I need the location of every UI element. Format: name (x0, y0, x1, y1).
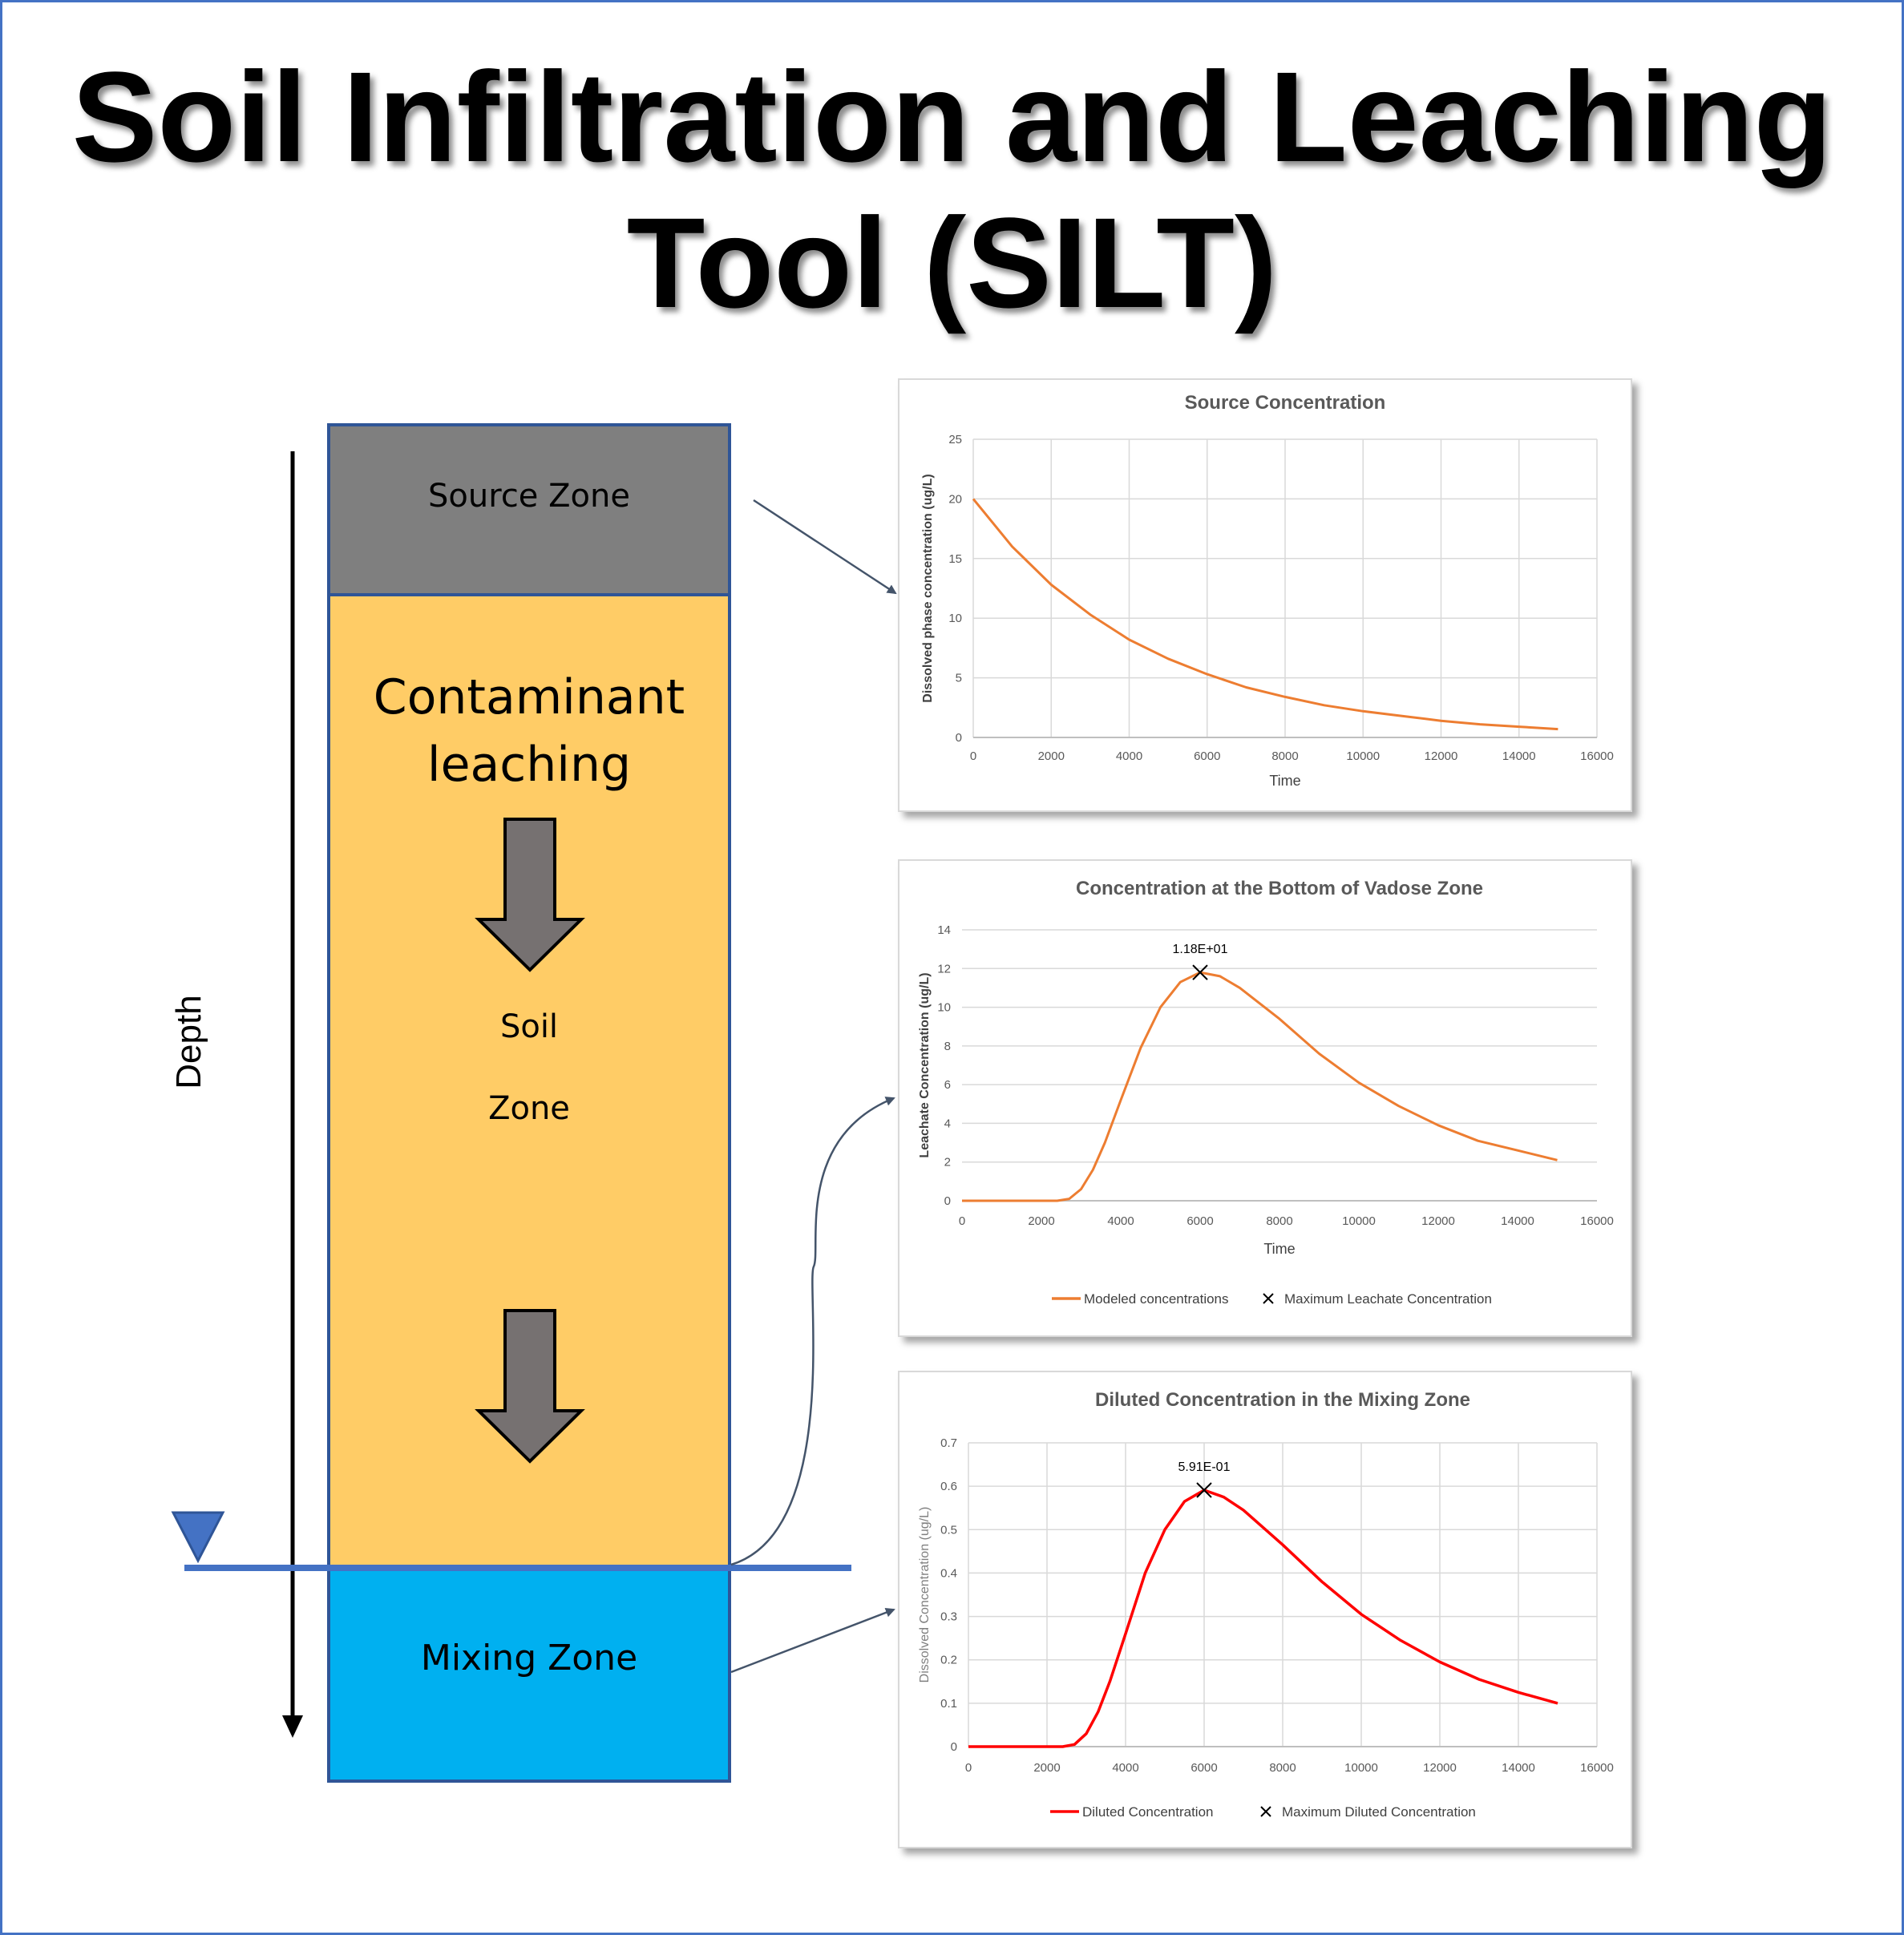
x-tick-label: 14000 (1501, 1214, 1534, 1228)
legend-marker-label: Maximum Diluted Concentration (1282, 1804, 1476, 1820)
series-line (972, 498, 1558, 731)
x-tick-label: 10000 (1344, 1761, 1378, 1775)
y-axis-label: Dissolved Concentration (ug/L) (918, 1507, 932, 1683)
chart-source-concentration: Source Concentration 0 5 10 15 20 25 0 2000 4000 6… (898, 378, 1632, 812)
chart-title: Concentration at the Bottom of Vadose Zo… (1076, 878, 1483, 899)
chart-title: Diluted Concentration in the Mixing Zone (1095, 1389, 1470, 1411)
series-line (968, 1489, 1558, 1748)
water-table-icon (171, 1511, 225, 1564)
chart-vadose-concentration-svg: Concentration at the Bottom of Vadose Zo… (918, 878, 1614, 1307)
source-zone-label: Source Zone (428, 478, 630, 515)
y-tick-label: 0.3 (940, 1610, 957, 1624)
y-tick-label: 0.5 (940, 1523, 957, 1537)
x-tick-label: 14000 (1502, 749, 1536, 763)
legend-marker-swatch (1263, 1293, 1274, 1304)
y-tick-label: 15 (948, 552, 962, 566)
leaching-label-line-1: Contaminant (374, 669, 685, 725)
x-tick-label: 4000 (1112, 1761, 1138, 1775)
y-axis-label: Leachate Concentration (ug/L) (918, 972, 932, 1157)
x-tick-label: 0 (965, 1761, 972, 1775)
x-tick-label: 12000 (1425, 749, 1458, 763)
x-tick-label: 16000 (1580, 1761, 1614, 1775)
chart-mixing-concentration: Diluted Concentration in the Mixing Zone… (898, 1371, 1632, 1848)
y-tick-label: 0.4 (940, 1566, 957, 1580)
x-tick-label: 8000 (1266, 1214, 1292, 1228)
x-tick-label: 6000 (1194, 749, 1220, 763)
y-tick-label: 20 (948, 492, 962, 506)
mixing-zone-label: Mixing Zone (421, 1638, 637, 1678)
x-tick-label: 16000 (1580, 749, 1614, 763)
y-tick-label: 10 (948, 612, 962, 625)
legend-marker-swatch (1260, 1806, 1271, 1817)
legend-series-label: Modeled concentrations (1084, 1291, 1229, 1307)
vadose-to-chart-connector (730, 1097, 895, 1566)
depth-arrowhead-icon (282, 1715, 303, 1738)
max-point-data-label: 5.91E-01 (1178, 1460, 1231, 1474)
legend-marker-label: Maximum Leachate Concentration (1284, 1291, 1492, 1307)
chart-vadose-concentration: Concentration at the Bottom of Vadose Zo… (898, 859, 1632, 1337)
x-tick-label: 16000 (1580, 1214, 1614, 1228)
x-tick-label: 12000 (1423, 1761, 1457, 1775)
y-tick-label: 0 (951, 1740, 957, 1754)
y-tick-label: 5 (956, 672, 962, 685)
chart-source-concentration-svg: Source Concentration 0 5 10 15 20 25 0 2000 4000 6… (921, 392, 1614, 789)
x-tick-label: 2000 (1038, 749, 1065, 763)
x-tick-label: 4000 (1107, 1214, 1134, 1228)
title-line-1: Soil Infiltration and Leaching (71, 45, 1833, 188)
x-tick-label: 14000 (1502, 1761, 1535, 1775)
x-tick-label: 2000 (1033, 1761, 1060, 1775)
x-axis-label: Time (1263, 1241, 1295, 1257)
soil-zone-label-line-1: Soil (500, 1008, 558, 1045)
x-tick-label: 4000 (1116, 749, 1142, 763)
x-tick-label: 0 (970, 749, 976, 763)
y-tick-label: 8 (944, 1040, 951, 1053)
max-point-marker (1192, 964, 1208, 980)
source-zone-box (327, 423, 731, 596)
x-tick-label: 6000 (1191, 1761, 1217, 1775)
y-tick-label: 0.1 (940, 1697, 957, 1711)
x-tick-label: 8000 (1271, 749, 1298, 763)
y-tick-label: 2 (944, 1156, 951, 1169)
leaching-label-line-2: leaching (427, 737, 631, 793)
x-tick-label: 10000 (1342, 1214, 1376, 1228)
chart-mixing-concentration-svg: Diluted Concentration in the Mixing Zone… (918, 1389, 1614, 1820)
x-axis-label: Time (1269, 773, 1300, 789)
mixing-to-chart-connector (730, 1607, 895, 1674)
y-tick-label: 0 (956, 731, 962, 745)
y-tick-label: 0.6 (940, 1480, 957, 1493)
y-tick-label: 0.7 (940, 1436, 957, 1450)
flow-down-arrow-icon (475, 1309, 585, 1464)
x-tick-label: 8000 (1269, 1761, 1296, 1775)
y-tick-label: 4 (944, 1117, 951, 1130)
max-point-marker (1196, 1482, 1212, 1498)
legend-series-label: Diluted Concentration (1082, 1804, 1213, 1820)
chart-title: Source Concentration (1185, 392, 1386, 414)
y-tick-label: 25 (948, 433, 962, 446)
series-line (962, 971, 1558, 1202)
x-tick-label: 12000 (1421, 1214, 1455, 1228)
x-tick-label: 2000 (1028, 1214, 1054, 1228)
x-tick-label: 0 (959, 1214, 965, 1228)
y-tick-label: 6 (944, 1078, 951, 1092)
y-tick-label: 14 (937, 923, 951, 937)
source-to-chart-connector (753, 499, 897, 595)
y-tick-label: 0.2 (940, 1654, 957, 1667)
y-tick-label: 12 (937, 962, 951, 976)
title-line-2: Tool (SILT) (626, 191, 1278, 334)
x-tick-label: 6000 (1186, 1214, 1213, 1228)
depth-label: Depth (169, 995, 208, 1089)
x-tick-label: 10000 (1346, 749, 1380, 763)
y-tick-label: 0 (944, 1194, 951, 1208)
max-point-data-label: 1.18E+01 (1173, 943, 1228, 956)
y-axis-label: Dissolved phase concentration (ug/L) (921, 474, 935, 702)
y-tick-label: 10 (937, 1001, 951, 1015)
page-title: Soil Infiltration and Leaching Tool (SIL… (0, 44, 1904, 336)
flow-down-arrow-icon (475, 818, 585, 972)
soil-zone-label-line-2: Zone (488, 1090, 570, 1127)
